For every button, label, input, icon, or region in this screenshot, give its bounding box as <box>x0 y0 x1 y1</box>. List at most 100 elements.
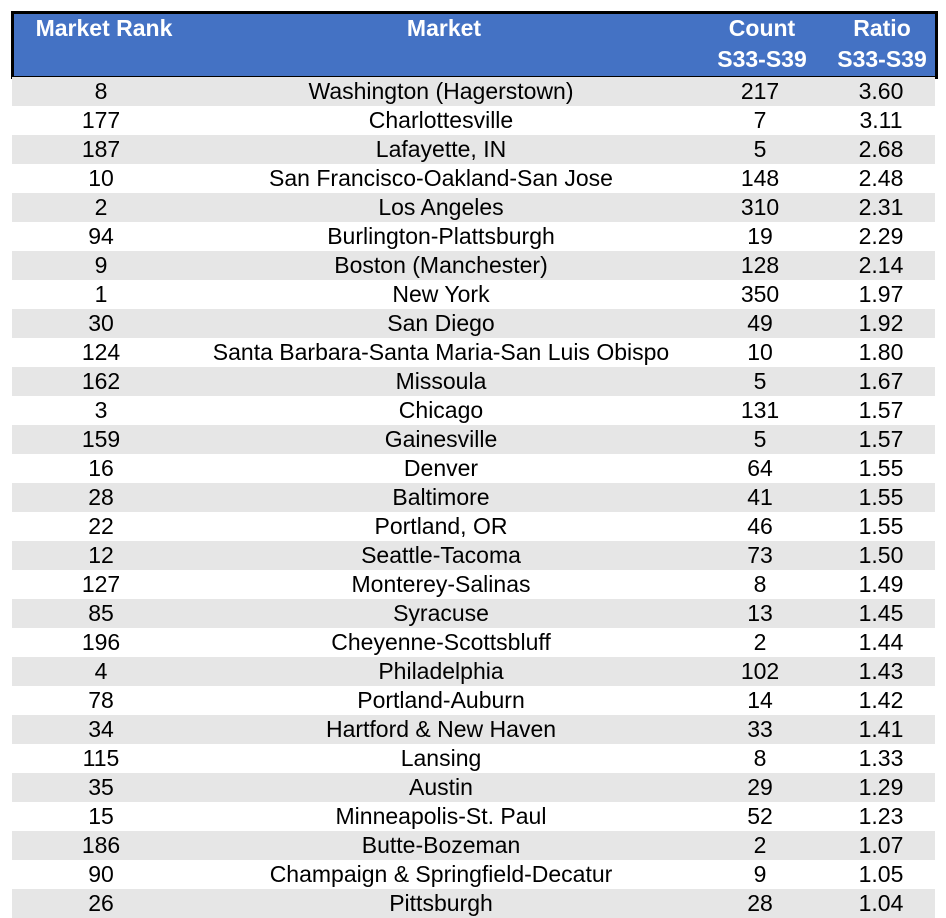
table-row: 28 Baltimore 41 1.55 <box>12 483 935 512</box>
table-row: 2 Los Angeles 310 2.31 <box>12 193 935 222</box>
cell-ratio: 1.50 <box>858 542 904 568</box>
cell-market: San Diego <box>387 310 495 336</box>
cell-market: Seattle-Tacoma <box>361 542 521 568</box>
cell-count: 2 <box>753 832 767 858</box>
cell-market-rank: 22 <box>88 513 114 539</box>
cell-count: 10 <box>747 339 773 365</box>
cell-count: 14 <box>747 687 773 713</box>
cell-ratio: 1.80 <box>858 339 904 365</box>
cell-market: Hartford & New Haven <box>325 716 557 742</box>
cell-count: 33 <box>747 716 773 742</box>
cell-market: Chicago <box>398 397 484 423</box>
cell-ratio: 1.57 <box>858 397 904 423</box>
table-header: Market Rank Market Count S33-S39 Ratio S… <box>11 11 938 79</box>
cell-count: 131 <box>740 397 780 423</box>
table-row: 94 Burlington-Plattsburgh 19 2.29 <box>12 222 935 251</box>
cell-count: 64 <box>747 455 773 481</box>
cell-market: Champaign & Springfield-Decatur <box>269 861 613 887</box>
cell-ratio: 2.14 <box>858 252 904 278</box>
table-row: 10 San Francisco-Oakland-San Jose 148 2.48 <box>12 164 935 193</box>
cell-ratio: 1.97 <box>858 281 904 307</box>
cell-market-rank: 16 <box>88 455 114 481</box>
table-row: 22 Portland, OR 46 1.55 <box>12 512 935 541</box>
header-market-rank: Market Rank <box>35 15 173 41</box>
cell-count: 5 <box>753 136 767 162</box>
cell-market-rank: 162 <box>81 368 121 394</box>
table-row: 3 Chicago 131 1.57 <box>12 396 935 425</box>
cell-market-rank: 28 <box>88 484 114 510</box>
cell-market: Cheyenne-Scottsbluff <box>331 629 551 655</box>
cell-market: Philadelphia <box>378 658 504 684</box>
cell-ratio: 1.44 <box>858 629 904 655</box>
cell-market-rank: 196 <box>81 629 121 655</box>
cell-count: 5 <box>753 426 767 452</box>
cell-ratio: 1.55 <box>858 513 904 539</box>
cell-market-rank: 8 <box>94 78 108 104</box>
cell-ratio: 1.07 <box>858 832 904 858</box>
cell-ratio: 2.68 <box>858 136 904 162</box>
cell-count: 102 <box>740 658 780 684</box>
cell-ratio: 1.55 <box>858 484 904 510</box>
cell-market-rank: 177 <box>81 107 121 133</box>
cell-count: 148 <box>740 165 780 191</box>
cell-market: Monterey-Salinas <box>351 571 531 597</box>
cell-market: Gainesville <box>384 426 498 452</box>
table-row: 177 Charlottesville 7 3.11 <box>12 106 935 135</box>
cell-market: Baltimore <box>392 484 490 510</box>
cell-ratio: 1.55 <box>858 455 904 481</box>
table-row: 124 Santa Barbara-Santa Maria-San Luis Ob… <box>12 338 935 367</box>
header-ratio-line1: Ratio <box>853 15 911 41</box>
cell-count: 350 <box>740 281 780 307</box>
cell-count: 29 <box>747 774 773 800</box>
table-row: 159 Gainesville 5 1.57 <box>12 425 935 454</box>
table-row: 115 Lansing 8 1.33 <box>12 744 935 773</box>
table-row: 196 Cheyenne-Scottsbluff 2 1.44 <box>12 628 935 657</box>
cell-ratio: 2.48 <box>858 165 904 191</box>
cell-count: 7 <box>753 107 767 133</box>
cell-count: 19 <box>747 223 773 249</box>
cell-market-rank: 15 <box>88 803 114 829</box>
cell-ratio: 1.45 <box>858 600 904 626</box>
table-row: 85 Syracuse 13 1.45 <box>12 599 935 628</box>
cell-market: Boston (Manchester) <box>334 252 548 278</box>
cell-market-rank: 94 <box>88 223 114 249</box>
cell-ratio: 1.41 <box>858 716 904 742</box>
cell-ratio: 1.43 <box>858 658 904 684</box>
cell-ratio: 1.57 <box>858 426 904 452</box>
cell-ratio: 3.60 <box>858 78 904 104</box>
cell-market-rank: 3 <box>94 397 108 423</box>
table-row: 30 San Diego 49 1.92 <box>12 309 935 338</box>
cell-market-rank: 78 <box>88 687 114 713</box>
cell-market-rank: 4 <box>94 658 108 684</box>
table-row: 127 Monterey-Salinas 8 1.49 <box>12 570 935 599</box>
table-row: 15 Minneapolis-St. Paul 52 1.23 <box>12 802 935 831</box>
cell-market: Washington (Hagerstown) <box>308 78 574 104</box>
cell-market: Portland, OR <box>374 513 508 539</box>
cell-market-rank: 85 <box>88 600 114 626</box>
cell-count: 2 <box>753 629 767 655</box>
table-row: 8 Washington (Hagerstown) 217 3.60 <box>12 77 935 106</box>
cell-market-rank: 35 <box>88 774 114 800</box>
cell-market-rank: 34 <box>88 716 114 742</box>
cell-market: Lafayette, IN <box>375 136 507 162</box>
cell-market: Syracuse <box>393 600 489 626</box>
header-count-line2: S33-S39 <box>717 46 807 72</box>
cell-ratio: 2.29 <box>858 223 904 249</box>
cell-count: 9 <box>753 861 767 887</box>
cell-count: 49 <box>747 310 773 336</box>
cell-market-rank: 187 <box>81 136 121 162</box>
cell-count: 46 <box>747 513 773 539</box>
header-market: Market <box>406 15 482 41</box>
cell-market: Missoula <box>395 368 487 394</box>
cell-market-rank: 186 <box>81 832 121 858</box>
table-row: 78 Portland-Auburn 14 1.42 <box>12 686 935 715</box>
cell-ratio: 3.11 <box>859 107 903 133</box>
cell-market-rank: 127 <box>81 571 121 597</box>
header-count: Count S33-S39 <box>707 14 817 74</box>
cell-market-rank: 10 <box>88 165 114 191</box>
cell-ratio: 1.23 <box>858 803 904 829</box>
cell-market: Burlington-Plattsburgh <box>327 223 555 249</box>
cell-market-rank: 159 <box>81 426 121 452</box>
header-count-line1: Count <box>728 15 796 41</box>
table-row: 35 Austin 29 1.29 <box>12 773 935 802</box>
